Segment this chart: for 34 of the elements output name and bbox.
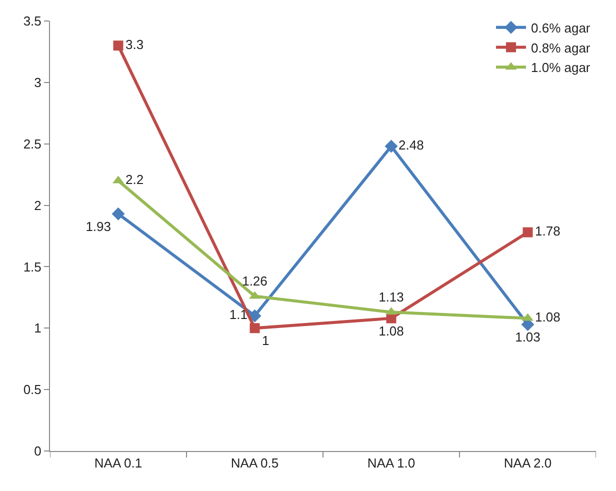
y-tick-label: 1.5 [23,259,42,274]
legend-label: 0.6% agar [531,20,591,36]
y-tick-label: 0 [34,444,42,459]
point [112,207,125,220]
data-label: 1.03 [515,329,540,344]
data-label: 1.13 [378,290,404,305]
y-tick-label: 2.5 [23,136,42,152]
y-tick-label: 3.5 [23,14,42,29]
point [248,309,262,322]
data-label: 1.08 [378,323,404,338]
x-tick-label: NAA 0.5 [230,456,279,471]
data-label: 1 [262,333,270,348]
y-tick-label: 0.5 [23,382,42,398]
data-label: 1.26 [242,274,268,289]
point [386,313,396,324]
data-label: 3.3 [126,36,144,52]
legend-label: 1.0% agar [531,60,591,76]
point [522,227,533,238]
legend-label: 0.8% agar [531,40,591,56]
x-tick-label: NAA 2.0 [504,456,552,471]
point [113,40,124,51]
x-tick-label: NAA 0.1 [94,456,142,471]
y-tick-label: 3 [34,74,42,90]
data-label: 1.08 [535,310,560,325]
data-label: 2.2 [126,172,144,187]
data-label: 1.93 [86,218,111,234]
y-tick-label: 1 [34,320,42,336]
point [384,140,398,153]
point [250,323,260,334]
x-tick-label: NAA 1.0 [367,456,416,471]
data-label: 1.1 [229,307,248,322]
data-label: 1.78 [535,224,560,239]
y-tick-label: 2 [34,198,42,213]
data-label: 2.48 [398,138,424,153]
